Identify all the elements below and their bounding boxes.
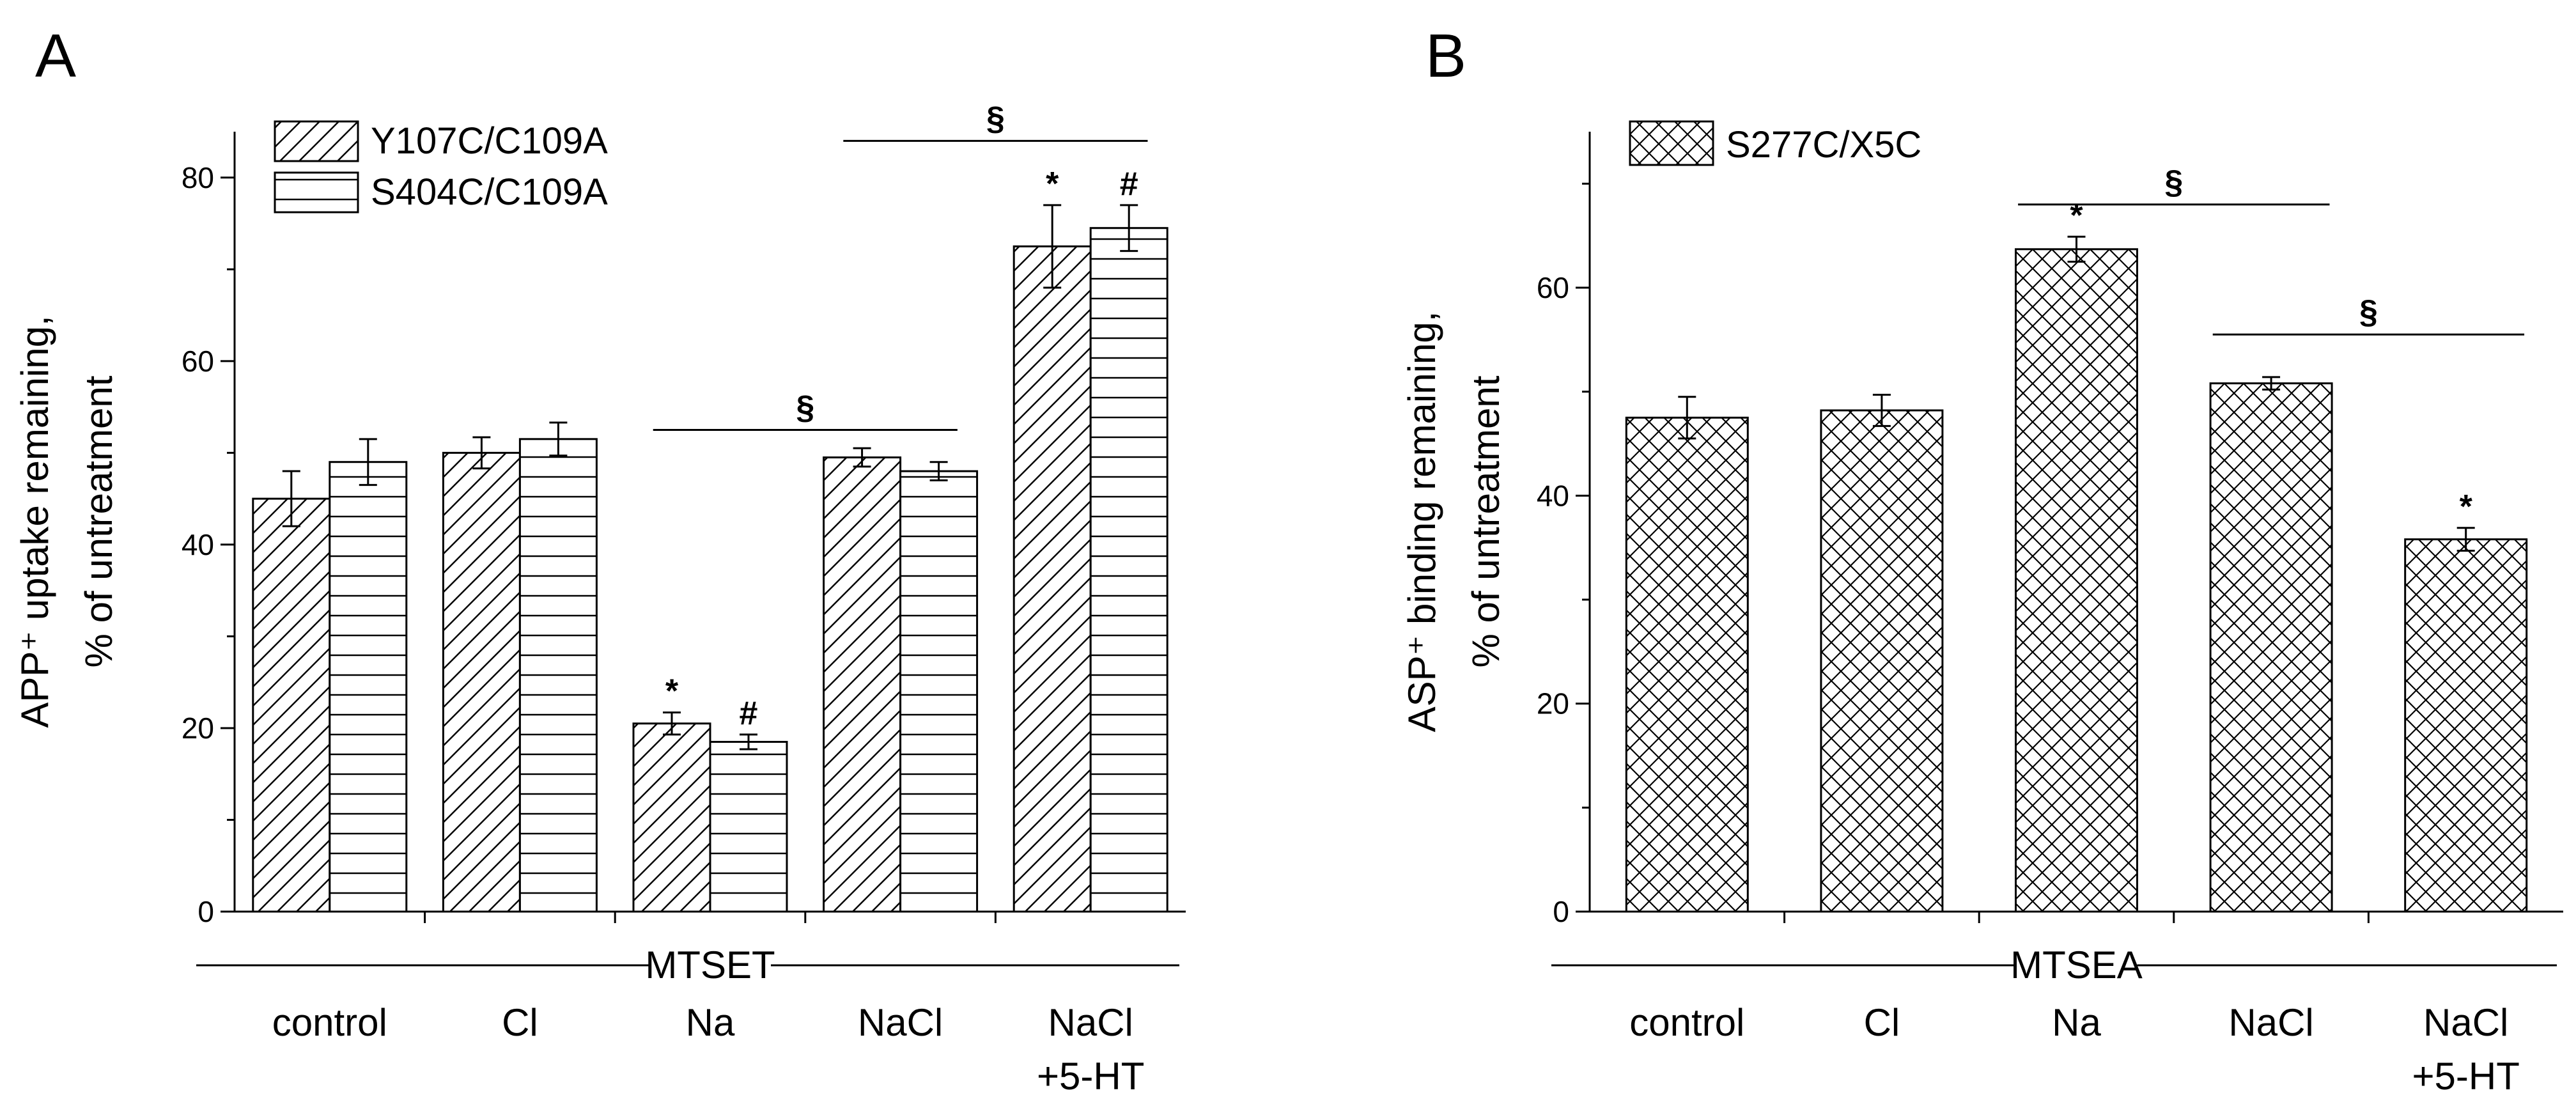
bar — [442, 451, 521, 913]
category-label: Na — [2052, 1001, 2101, 1044]
bar — [2404, 538, 2528, 913]
category-label: Cl — [1864, 1001, 1900, 1044]
bar — [329, 461, 408, 913]
legend-label: Y107C/C109A — [371, 120, 608, 162]
bar — [709, 740, 788, 913]
category-label: Na — [686, 1001, 735, 1044]
significance-marker: * — [1046, 166, 1059, 203]
y-axis-label-line2: % of untreatment — [1464, 375, 1507, 667]
y-tick-label: 60 — [182, 345, 214, 378]
legend-label: S277C/X5C — [1726, 124, 1921, 166]
y-axis-label-line1: ASP⁺ binding remaining, — [1401, 311, 1443, 733]
y-tick-label: 0 — [198, 895, 214, 928]
group-label: MTSEA — [2010, 944, 2143, 986]
bar — [2015, 248, 2138, 913]
significance-marker: * — [665, 673, 679, 710]
significance-marker: # — [1120, 166, 1138, 203]
bar — [1013, 245, 1092, 913]
y-tick-label: 60 — [1537, 271, 1569, 304]
panel-label: B — [1425, 22, 1466, 90]
bracket-label: § — [2359, 293, 2378, 331]
category-label: NaCl — [858, 1001, 943, 1044]
legend-swatch — [274, 171, 359, 214]
group-label: MTSET — [645, 944, 775, 986]
significance-marker: * — [2460, 488, 2473, 525]
significance-marker: # — [740, 695, 758, 732]
category-label: +5-HT — [2412, 1055, 2520, 1098]
category-label: +5-HT — [1037, 1055, 1144, 1098]
y-tick-label: 80 — [182, 161, 214, 194]
bracket-label: § — [2164, 164, 2183, 201]
y-tick-label: 20 — [182, 712, 214, 745]
y-tick-label: 0 — [1553, 895, 1569, 928]
bracket-label: § — [796, 389, 814, 426]
bracket-label: § — [986, 100, 1005, 137]
legend-swatch — [1629, 120, 1714, 166]
bar — [1625, 416, 1749, 913]
panel-a: A 0 20 40 60 80 APP⁺ uptake remaining, % of unt… — [13, 22, 1186, 1098]
bar — [1089, 227, 1168, 913]
y-axis-label-line2: % of untreatment — [77, 375, 120, 667]
category-label: NaCl — [1048, 1001, 1133, 1044]
bar — [632, 722, 711, 913]
bar — [2209, 382, 2333, 913]
category-label: NaCl — [2423, 1001, 2508, 1044]
y-tick-label: 40 — [1537, 479, 1569, 512]
significance-marker: * — [2070, 197, 2083, 234]
bar — [518, 438, 598, 913]
y-axis-label-line1: APP⁺ uptake remaining, — [13, 315, 56, 727]
legend-swatch — [274, 120, 359, 162]
bar — [1820, 409, 1944, 913]
bar — [252, 497, 331, 913]
legend-label: S404C/C109A — [371, 171, 608, 213]
category-label: control — [272, 1001, 387, 1044]
bar — [823, 456, 902, 913]
category-label: control — [1629, 1001, 1744, 1044]
bar — [899, 470, 979, 913]
panel-label: A — [35, 22, 76, 90]
panel-b: B 0 20 40 60 ASP⁺ binding remaining, % of untr… — [1401, 22, 2563, 1098]
category-label: NaCl — [2228, 1001, 2313, 1044]
y-tick-label: 40 — [182, 528, 214, 561]
category-label: Cl — [502, 1001, 538, 1044]
y-tick-label: 20 — [1537, 687, 1569, 720]
